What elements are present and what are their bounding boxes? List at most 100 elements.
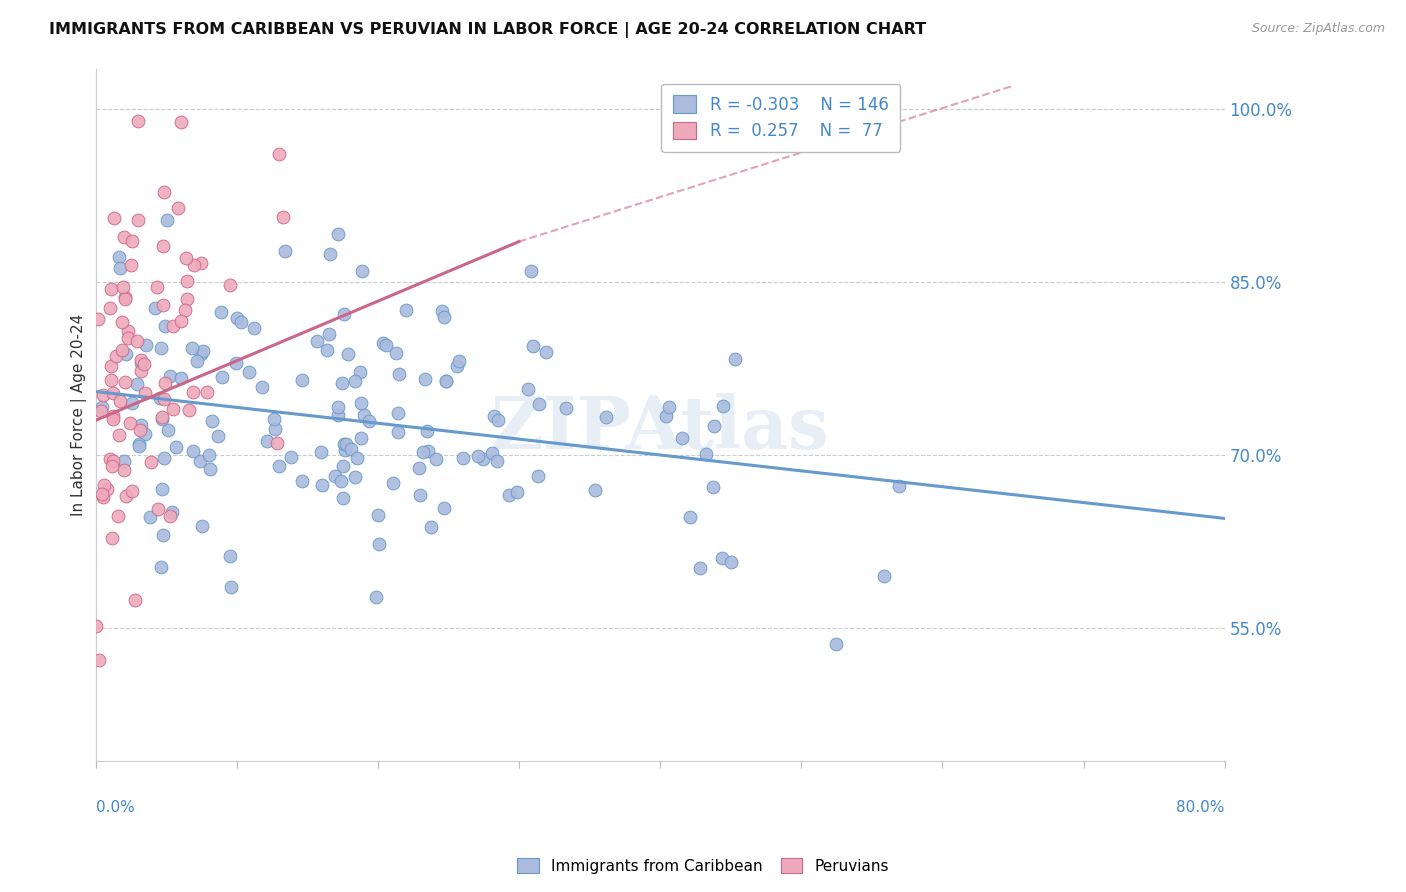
Point	[291, 474, 314, 488]
Point	[110, 260, 132, 275]
Point	[291, 373, 314, 387]
Point	[100, 282, 122, 296]
Point	[498, 488, 520, 502]
Point	[335, 442, 357, 457]
Point	[724, 352, 747, 367]
Point	[121, 235, 143, 249]
Point	[385, 345, 408, 359]
Point	[112, 230, 135, 244]
Point	[108, 428, 131, 442]
Point	[336, 347, 359, 361]
Point	[104, 350, 127, 364]
Point	[135, 337, 157, 351]
Point	[595, 410, 617, 425]
Point	[506, 485, 529, 500]
Point	[655, 409, 678, 423]
Point	[201, 414, 224, 428]
Point	[555, 401, 578, 415]
Point	[367, 508, 389, 522]
Point	[266, 435, 288, 450]
Point	[170, 115, 193, 129]
Point	[200, 462, 222, 476]
Y-axis label: In Labor Force | Age 20-24: In Labor Force | Age 20-24	[72, 313, 87, 516]
Point	[209, 305, 232, 319]
Point	[101, 531, 124, 545]
Point	[100, 359, 122, 374]
Point	[129, 356, 152, 370]
Point	[124, 593, 146, 607]
Point	[96, 482, 118, 496]
Point	[207, 429, 229, 443]
Point	[371, 335, 394, 350]
Point	[139, 455, 162, 469]
Point	[156, 423, 179, 437]
Point	[150, 341, 173, 355]
Point	[153, 392, 176, 407]
Point	[413, 372, 436, 386]
Point	[409, 488, 432, 502]
Text: IMMIGRANTS FROM CARIBBEAN VS PERUVIAN IN LABOR FORCE | AGE 20-24 CORRELATION CHA: IMMIGRANTS FROM CARIBBEAN VS PERUVIAN IN…	[49, 22, 927, 38]
Point	[120, 417, 142, 431]
Point	[174, 251, 197, 265]
Text: 0.0%: 0.0%	[96, 799, 135, 814]
Point	[332, 459, 354, 474]
Point	[121, 395, 143, 409]
Point	[420, 520, 443, 534]
Point	[433, 310, 456, 325]
Point	[375, 338, 398, 352]
Point	[114, 292, 136, 306]
Point	[433, 500, 456, 515]
Point	[107, 250, 129, 264]
Point	[273, 210, 295, 224]
Text: 80.0%: 80.0%	[1177, 799, 1225, 814]
Point	[346, 450, 368, 465]
Point	[127, 334, 149, 348]
Point	[256, 434, 278, 448]
Point	[711, 399, 734, 413]
Point	[252, 380, 274, 394]
Point	[145, 279, 167, 293]
Point	[583, 483, 606, 497]
Point	[159, 508, 181, 523]
Point	[481, 446, 503, 460]
Point	[156, 213, 179, 227]
Point	[132, 357, 155, 371]
Point	[689, 560, 711, 574]
Point	[159, 369, 181, 384]
Point	[146, 502, 169, 516]
Point	[434, 374, 457, 388]
Point	[432, 304, 454, 318]
Point	[695, 448, 717, 462]
Point	[221, 580, 243, 594]
Point	[195, 384, 218, 399]
Point	[326, 408, 349, 422]
Point	[100, 373, 122, 387]
Point	[125, 376, 148, 391]
Point	[143, 301, 166, 316]
Point	[117, 324, 139, 338]
Point	[318, 326, 340, 341]
Point	[388, 367, 411, 381]
Point	[269, 146, 291, 161]
Point	[111, 280, 134, 294]
Point	[101, 459, 124, 474]
Point	[150, 409, 173, 424]
Point	[350, 396, 373, 410]
Point	[160, 504, 183, 518]
Text: Source: ZipAtlas.com: Source: ZipAtlas.com	[1251, 22, 1385, 36]
Point	[330, 475, 353, 489]
Point	[482, 409, 505, 424]
Point	[309, 445, 332, 459]
Point	[150, 412, 173, 426]
Point	[170, 314, 193, 328]
Point	[181, 342, 204, 356]
Point	[280, 450, 302, 465]
Point	[434, 374, 457, 388]
Point	[318, 247, 340, 261]
Point	[152, 298, 174, 312]
Point	[340, 442, 363, 457]
Point	[120, 259, 142, 273]
Point	[139, 509, 162, 524]
Point	[91, 387, 114, 401]
Point	[527, 397, 550, 411]
